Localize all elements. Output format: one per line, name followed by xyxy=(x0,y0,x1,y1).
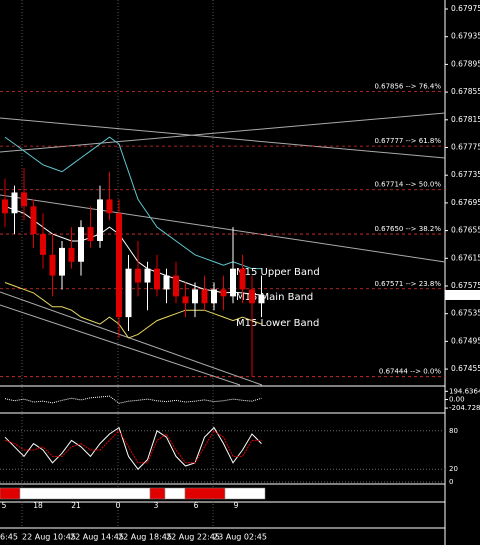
candle-body xyxy=(135,268,141,283)
y-tick-label: 0.67615 xyxy=(451,253,480,262)
strip-block xyxy=(224,487,266,500)
candle-body xyxy=(125,268,132,318)
fib-label: 0.67444 --> 0.0% xyxy=(379,368,441,376)
candle-body xyxy=(173,275,179,297)
strip-block xyxy=(149,487,166,500)
price-label: 0.67562 xyxy=(448,290,479,299)
signal-strip xyxy=(0,487,266,500)
candle-body xyxy=(239,268,246,290)
trend-line xyxy=(0,194,446,263)
candle-body xyxy=(230,268,236,297)
candle-body xyxy=(49,254,56,276)
candle-body xyxy=(144,268,151,283)
x-tick-label: 22 Aug 22:45 xyxy=(166,533,220,542)
cci-line xyxy=(4,395,262,404)
fib-label: 0.67714 --> 50.0% xyxy=(374,181,441,189)
y-tick-label: 0.67695 xyxy=(451,198,480,207)
trend-line xyxy=(0,117,446,159)
candle-body xyxy=(211,289,217,304)
candle-body xyxy=(192,289,198,304)
y-tick-label: -204.7281 xyxy=(449,404,480,412)
candle-body xyxy=(59,247,65,276)
trend-line xyxy=(0,291,263,386)
candle-body xyxy=(21,192,27,207)
y-tick-label: 0.67735 xyxy=(451,170,480,179)
fib-label: 0.67650 --> 38.2% xyxy=(374,225,441,233)
x-tick-label: 6:45 xyxy=(0,533,18,542)
y-tick-label: 0.67855 xyxy=(451,87,480,96)
y-tick-label: 0 xyxy=(449,478,453,486)
candle-body xyxy=(116,213,122,318)
hour-label: 0 xyxy=(116,501,121,510)
y-tick-label: 0.67895 xyxy=(451,59,480,68)
price-box xyxy=(445,289,480,300)
hour-label: 18 xyxy=(33,501,43,510)
candle-body xyxy=(40,234,46,255)
legend-label: M15 Main Band xyxy=(236,292,313,303)
y-tick-label: 0.00 xyxy=(449,396,465,404)
candle-body xyxy=(182,296,189,304)
fib-label: 0.67856 --> 76.4% xyxy=(374,82,441,90)
y-tick-label: 0.67935 xyxy=(451,32,480,41)
hour-label: 21 xyxy=(71,501,81,510)
candle-body xyxy=(68,247,75,262)
candle-body xyxy=(30,206,37,235)
y-tick-label: 0.67575 xyxy=(451,281,480,290)
candle-body xyxy=(106,199,113,214)
y-tick-label: 0.67655 xyxy=(451,226,480,235)
band-line xyxy=(4,136,262,270)
trend-line xyxy=(0,112,446,153)
stoch-main xyxy=(4,426,262,470)
layout xyxy=(0,0,446,545)
candle-body xyxy=(2,199,8,214)
stoch-signal xyxy=(4,429,262,464)
band-line xyxy=(4,205,262,296)
fib-label: 0.67777 --> 61.8% xyxy=(374,137,441,145)
y-tick-label: 0.67815 xyxy=(451,115,480,124)
x-tick-label: 23 Aug 02:45 xyxy=(213,533,267,542)
band-line xyxy=(4,282,262,339)
y-tick-label: 0.67535 xyxy=(451,309,480,318)
hour-label: 6 xyxy=(194,501,199,510)
candle-body xyxy=(154,268,160,290)
candle-body xyxy=(163,275,170,290)
y-tick-label: 20 xyxy=(449,465,458,473)
x-tick-label: 22 Aug 10:45 xyxy=(22,533,76,542)
candle-body xyxy=(11,192,18,214)
candle-body xyxy=(87,227,94,241)
candle-body xyxy=(78,227,84,262)
y-tick-label: 0.67455 xyxy=(451,364,480,373)
strip-block xyxy=(19,487,151,500)
candle-body xyxy=(201,289,208,304)
strip-block xyxy=(184,487,226,500)
y-tick-label: 194.6364 xyxy=(449,387,480,395)
y-tick-label: 0.67495 xyxy=(451,336,480,345)
candle-body xyxy=(249,289,255,304)
strip-block xyxy=(164,487,186,500)
strip-block xyxy=(0,487,21,500)
legend-label: M15 Lower Band xyxy=(236,318,319,329)
hour-label: 3 xyxy=(154,501,159,510)
y-tick-label: 0.67775 xyxy=(451,142,480,151)
x-tick-label: 22 Aug 14:45 xyxy=(70,533,124,542)
fib-label: 0.67571 --> 23.8% xyxy=(374,280,441,288)
y-tick-label: 80 xyxy=(449,427,458,435)
candle-body xyxy=(220,289,227,297)
trend-line xyxy=(0,304,241,386)
candle-body xyxy=(97,199,103,241)
x-tick-label: 22 Aug 18:45 xyxy=(118,533,172,542)
candle-body xyxy=(258,294,265,304)
legend-label: M15 Upper Band xyxy=(236,267,320,278)
hour-label: 9 xyxy=(234,501,239,510)
y-tick-label: 0.67975 xyxy=(451,4,480,13)
hour-label: 5 xyxy=(2,501,7,510)
